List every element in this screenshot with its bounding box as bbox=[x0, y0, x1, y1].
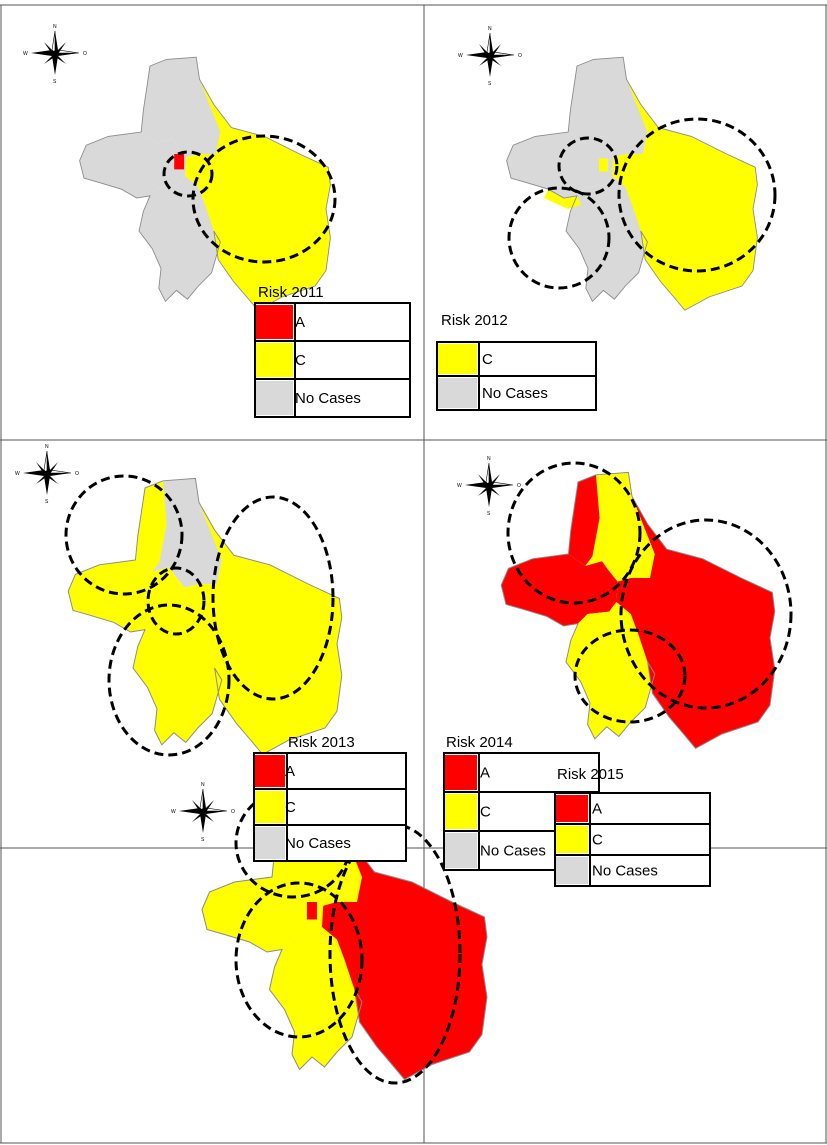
legend-title: Risk 2015 bbox=[557, 766, 624, 783]
legend-label: No Cases bbox=[295, 390, 361, 407]
legend-label: No Cases bbox=[592, 863, 658, 880]
svg-text:S: S bbox=[487, 511, 491, 517]
district-center-risk-a bbox=[307, 902, 317, 920]
district-center-risk-a bbox=[174, 154, 185, 170]
map-panel-2011: N S W O bbox=[23, 24, 337, 311]
legend-swatch-none bbox=[445, 833, 477, 868]
legend-2011: Risk 2011 A C No Cases bbox=[254, 284, 411, 418]
district-northwest-risk-c bbox=[135, 480, 167, 572]
legend-label: A bbox=[295, 314, 305, 331]
compass-rose-icon: N S W O bbox=[457, 456, 521, 517]
legend-2012: Risk 2012 C No Cases bbox=[436, 312, 597, 411]
legend-title: Risk 2012 bbox=[441, 312, 508, 329]
legend-swatch-none bbox=[556, 857, 588, 884]
cluster-circle bbox=[162, 150, 214, 198]
legend-label: A bbox=[592, 801, 602, 818]
svg-text:S: S bbox=[45, 499, 49, 505]
legend-label: C bbox=[482, 351, 493, 368]
svg-text:O: O bbox=[231, 809, 235, 815]
svg-text:O: O bbox=[518, 53, 522, 59]
municipality-map-2012 bbox=[506, 56, 758, 311]
legend-label: No Cases bbox=[285, 835, 351, 852]
svg-text:S: S bbox=[201, 837, 205, 843]
legend-swatch-a bbox=[256, 305, 293, 339]
svg-text:W: W bbox=[171, 809, 176, 815]
cluster-circle bbox=[507, 186, 611, 290]
legend-swatch-a bbox=[445, 755, 477, 790]
legend-2015: Risk 2015 AC No Cases bbox=[554, 766, 711, 887]
district-southwest-risk-c bbox=[544, 189, 582, 209]
legend-swatch-none bbox=[255, 827, 285, 859]
legend-swatch-c bbox=[438, 344, 477, 374]
legend-label: C bbox=[285, 799, 296, 816]
map-panel-2012: N S W O bbox=[458, 26, 777, 311]
svg-text:N: N bbox=[488, 26, 492, 32]
compass-rose-icon: N S W O bbox=[171, 782, 235, 843]
svg-text:N: N bbox=[53, 24, 57, 30]
cluster-circle bbox=[146, 566, 206, 636]
legend-label: C bbox=[480, 804, 491, 821]
cluster-circle bbox=[211, 495, 335, 701]
municipality-map-2013 bbox=[67, 477, 343, 756]
svg-text:N: N bbox=[201, 782, 205, 788]
cluster-circle bbox=[557, 136, 619, 196]
svg-text:O: O bbox=[75, 471, 79, 477]
svg-text:O: O bbox=[517, 483, 521, 489]
svg-text:W: W bbox=[458, 53, 463, 59]
svg-text:O: O bbox=[83, 51, 87, 57]
legend-swatch-c bbox=[556, 826, 588, 853]
map-panel-2013: N S W O bbox=[15, 444, 343, 757]
legend-title: Risk 2014 bbox=[446, 734, 513, 751]
district-northwest-risk-a bbox=[568, 474, 600, 566]
municipality-map-2014 bbox=[500, 471, 776, 750]
svg-text:S: S bbox=[53, 79, 57, 85]
svg-text:N: N bbox=[45, 444, 49, 450]
legend-label: No Cases bbox=[480, 843, 546, 860]
legend-swatch-none bbox=[438, 378, 477, 408]
legend-2013: Risk 2013 A C No Cases bbox=[253, 734, 407, 862]
compass-rose-icon: N S W O bbox=[15, 444, 79, 505]
svg-text:S: S bbox=[488, 81, 492, 87]
cluster-circle bbox=[191, 134, 337, 264]
svg-text:N: N bbox=[487, 456, 491, 462]
legend-swatch-a bbox=[556, 795, 588, 822]
legend-swatch-c bbox=[255, 791, 285, 823]
cluster-circle bbox=[107, 603, 231, 757]
map-panel-2014: N S W O bbox=[457, 456, 793, 750]
legend-label: C bbox=[295, 352, 306, 369]
svg-text:W: W bbox=[457, 483, 462, 489]
cluster-circle bbox=[234, 881, 364, 1039]
legend-swatch-a bbox=[255, 755, 285, 787]
cluster-circle bbox=[619, 518, 793, 710]
legend-title: Risk 2013 bbox=[288, 734, 355, 751]
cluster-circle bbox=[617, 117, 777, 273]
compass-rose-icon: N S W O bbox=[458, 26, 522, 87]
legend-label: C bbox=[592, 832, 603, 849]
legend-label: No Cases bbox=[482, 385, 548, 402]
cluster-circle bbox=[64, 474, 184, 596]
compass-rose-icon: N S W O bbox=[23, 24, 87, 85]
district-center-risk-c bbox=[599, 158, 608, 172]
legend-label: A bbox=[480, 765, 490, 782]
municipality-map-2011 bbox=[79, 56, 331, 311]
svg-text:W: W bbox=[15, 471, 20, 477]
legend-swatch-none bbox=[256, 381, 293, 415]
legend-title: Risk 2011 bbox=[258, 284, 324, 301]
cluster-circle bbox=[573, 628, 687, 724]
legend-swatch-c bbox=[256, 343, 293, 377]
svg-text:W: W bbox=[23, 51, 28, 57]
legend-swatch-c bbox=[445, 794, 477, 829]
panel-grid bbox=[0, 4, 827, 1144]
municipality-map-2015 bbox=[201, 791, 488, 1081]
cluster-circle bbox=[506, 461, 642, 605]
legend-label: A bbox=[285, 763, 295, 780]
